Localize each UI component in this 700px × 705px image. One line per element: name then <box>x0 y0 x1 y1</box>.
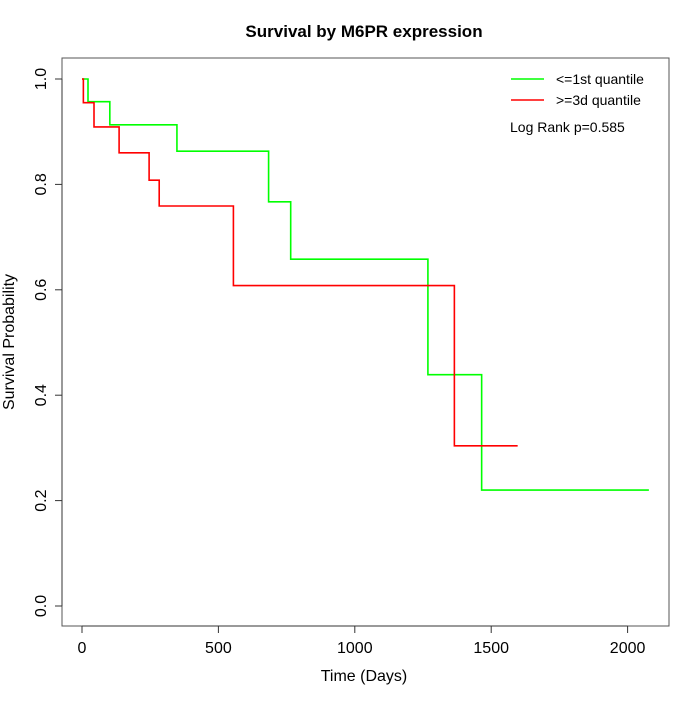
y-tick-label: 0.0 <box>33 595 50 617</box>
logrank-annotation: Log Rank p=0.585 <box>510 119 625 135</box>
y-tick-label: 0.6 <box>33 279 50 301</box>
series-low-quantile-line <box>82 78 649 491</box>
plot-frame <box>61 57 670 627</box>
series-lines <box>82 78 649 491</box>
chart-title: Survival by M6PR expression <box>245 22 482 41</box>
legend-label-low: <=1st quantile <box>556 71 644 87</box>
y-tick-label: 1.0 <box>33 68 50 90</box>
x-tick-label: 1000 <box>337 640 373 657</box>
y-tick-label: 0.8 <box>33 173 50 195</box>
x-tick-label: 1500 <box>473 640 509 657</box>
legend: <=1st quantile >=3d quantile Log Rank p=… <box>510 71 644 135</box>
y-axis: 0.0 0.2 0.4 0.6 0.8 1.0 <box>33 68 63 617</box>
x-tick-label: 0 <box>78 640 87 657</box>
x-tick-label: 500 <box>205 640 232 657</box>
y-tick-label: 0.2 <box>33 489 50 511</box>
y-tick-label: 0.4 <box>33 384 50 406</box>
y-axis-label: Survival Probability <box>1 274 18 410</box>
series-high-quantile-line <box>82 78 518 447</box>
x-axis-label: Time (Days) <box>321 668 408 685</box>
legend-label-high: >=3d quantile <box>556 92 641 108</box>
x-tick-label: 2000 <box>610 640 646 657</box>
x-axis: 0 500 1000 1500 2000 <box>78 625 646 657</box>
